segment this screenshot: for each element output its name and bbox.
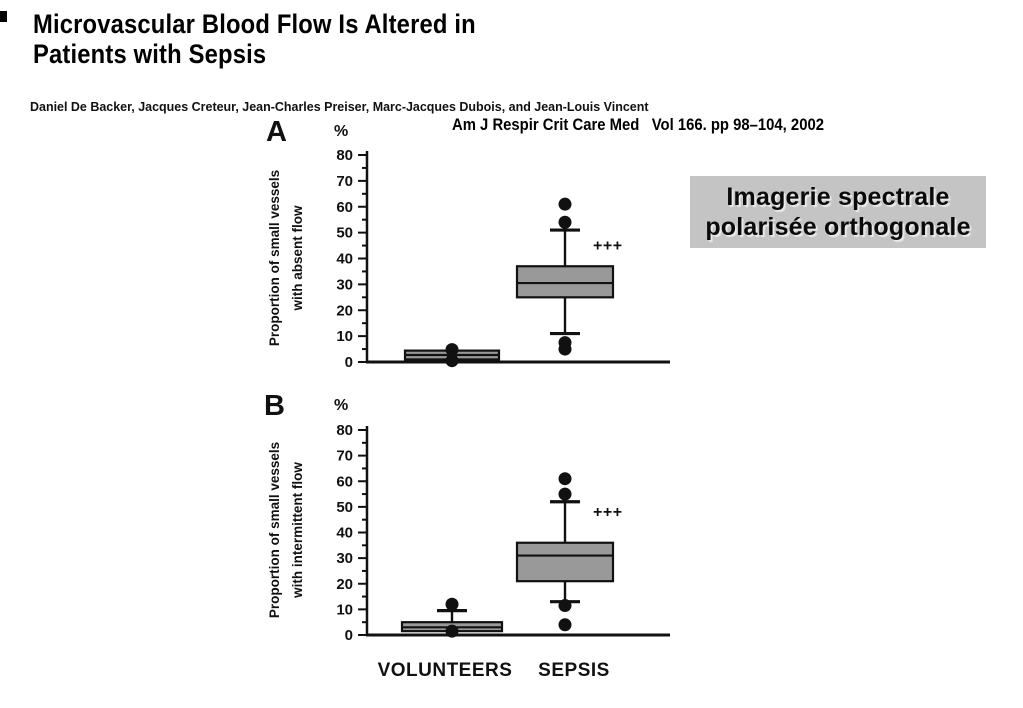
- y-tick-label: 30: [336, 276, 353, 293]
- panel-a-boxplot: 0 10 20 30 40 50 60 70 80 +++: [336, 147, 670, 370]
- iqr-box: [515, 265, 615, 299]
- overlay-caption-box: Imagerie spectrale polarisée orthogonale: [690, 176, 986, 248]
- outlier-dot: [558, 487, 572, 501]
- y-tick-label: 0: [345, 354, 353, 370]
- panel-a-letter: A: [266, 116, 287, 148]
- y-tick-label: 40: [336, 525, 353, 542]
- panel-a-unit-label: %: [334, 123, 349, 140]
- y-tick-label: 80: [336, 147, 353, 164]
- outlier-dot: [445, 354, 459, 368]
- outlier-dot: [445, 624, 459, 638]
- panel-b-unit-label: %: [334, 397, 349, 414]
- authors-line: Daniel De Backer, Jacques Creteur, Jean-…: [30, 99, 649, 114]
- y-tick-label: 70: [336, 173, 353, 190]
- outlier-dot: [558, 472, 572, 486]
- y-tick-label: 40: [336, 251, 353, 268]
- category-label-sepsis: SEPSIS: [538, 660, 610, 681]
- y-tick-label: 60: [336, 199, 353, 216]
- y-tick-label: 70: [336, 448, 353, 465]
- outlier-dot: [558, 215, 572, 229]
- outlier-dot: [558, 599, 572, 613]
- page-title-line1: Microvascular Blood Flow Is Altered in: [33, 9, 476, 39]
- y-tick-label: 20: [336, 302, 353, 319]
- y-tick-label: 60: [336, 473, 353, 490]
- scan-edge-artifact: [0, 11, 7, 22]
- outlier-dot: [558, 342, 572, 356]
- outlier-dot: [445, 597, 459, 611]
- y-tick-label: 10: [336, 328, 353, 345]
- y-tick-label: 50: [336, 225, 353, 242]
- panel-b-letter: B: [264, 390, 285, 422]
- journal-citation: Am J Respir Crit Care Med Vol 166. pp 98…: [452, 116, 824, 134]
- y-tick-label: 20: [336, 576, 353, 593]
- page-title: Microvascular Blood Flow Is Altered in P…: [33, 9, 476, 69]
- significance-marker: +++: [593, 238, 623, 255]
- outlier-dot: [445, 343, 459, 357]
- panel-b-boxplot: 0 10 20 30 40 50 60 70 80 +++: [336, 422, 670, 643]
- y-tick-label: 0: [345, 627, 353, 643]
- outlier-dot: [558, 197, 572, 211]
- y-tick-label: 50: [336, 499, 353, 516]
- iqr-box: [515, 541, 615, 583]
- outlier-dot: [558, 618, 572, 632]
- significance-marker: +++: [593, 504, 623, 521]
- page-title-line2: Patients with Sepsis: [33, 38, 267, 69]
- category-label-volunteers: VOLUNTEERS: [377, 660, 513, 681]
- overlay-caption-line1: Imagerie spectrale: [726, 182, 950, 211]
- y-tick-label: 10: [336, 601, 353, 618]
- overlay-caption-line2: polarisée orthogonale: [705, 213, 971, 241]
- y-tick-label: 30: [336, 550, 353, 567]
- y-tick-label: 80: [336, 422, 353, 439]
